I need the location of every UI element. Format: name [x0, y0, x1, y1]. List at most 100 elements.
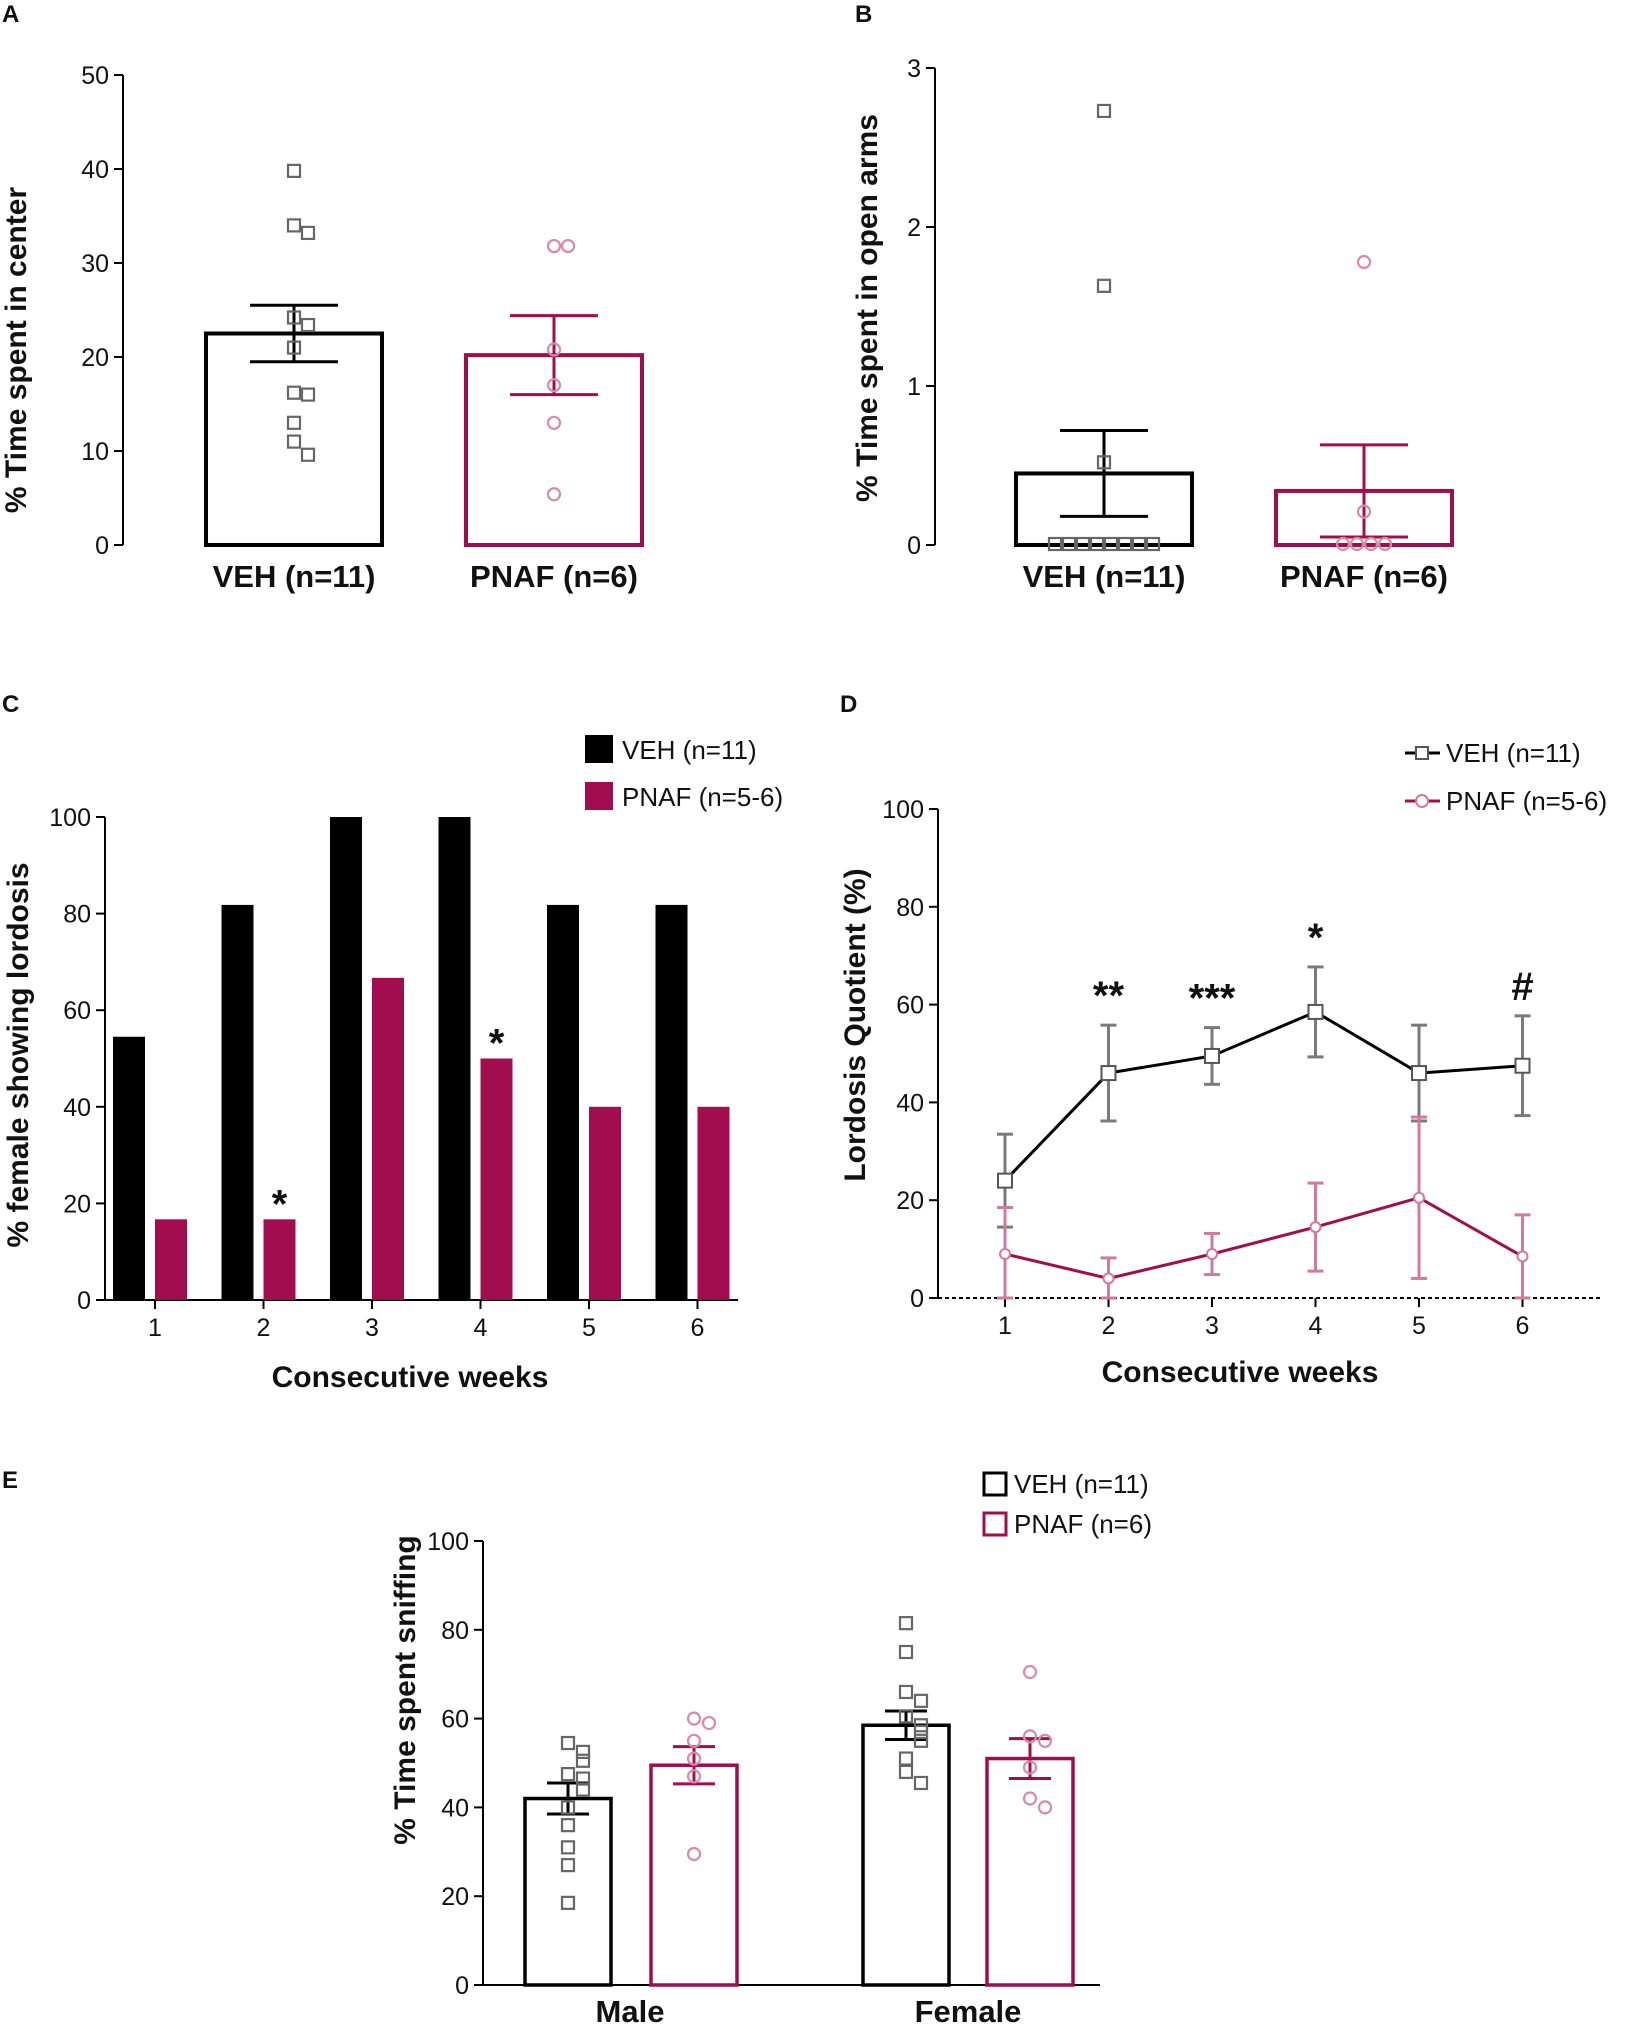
panel-d-significance: #: [1511, 965, 1533, 1009]
panel-a-category-pnaf: PNAF (n=6): [470, 559, 638, 594]
panel-b-y-tick-label: 3: [907, 55, 921, 83]
panel-c-bar-veh: [547, 904, 579, 1300]
panel-b-y-tick-label: 0: [907, 532, 921, 560]
panel-e-point-pnaf: [686, 1711, 702, 1726]
panel-e-point-veh: [898, 1684, 914, 1700]
panel-c-xlabel: Consecutive weeks: [272, 1361, 549, 1394]
panel-b-point-veh: [1131, 536, 1147, 552]
panel-d-x-tick-label: 2: [1102, 1312, 1116, 1340]
panel-e-point-veh: [560, 1840, 576, 1855]
panel-e-bar-veh: [523, 1796, 613, 1987]
panel-c-bar-pnaf: [263, 1219, 296, 1300]
panel-d-point-pnaf: [1516, 1250, 1529, 1263]
panel-c-x-tick-label: 1: [148, 1314, 162, 1342]
panel-c-bar-pnaf: [697, 1106, 730, 1300]
panel-a-category-veh: VEH (n=11): [213, 559, 376, 594]
panel-c-legend-veh: VEH (n=11): [622, 735, 757, 765]
panel-a-point-veh: [300, 447, 316, 462]
panel-d-y-tick-label: 40: [896, 1089, 924, 1117]
panel-a-ylabel: % Time spent in center: [0, 187, 33, 514]
panel-e-legend-veh-swatch: [982, 1471, 1008, 1497]
panel-e-point-pnaf: [701, 1715, 717, 1731]
panel-c-x-tick-label: 6: [691, 1314, 705, 1342]
panel-e-point-veh: [575, 1744, 591, 1760]
panel-d-legend-veh-marker: [1415, 746, 1429, 760]
panel-e-y-tick-label: 0: [455, 1972, 469, 2000]
panel-c-bar-veh: [330, 817, 362, 1300]
panel-e-category-female: Female: [915, 1994, 1022, 2024]
panel-e-point-veh: [560, 1735, 576, 1751]
panel-e-point-veh: [560, 1766, 576, 1782]
panel-b-category-veh: VEH (n=11): [1023, 559, 1186, 594]
panel-a-y-tick-label: 40: [81, 156, 109, 184]
panel-a-point-veh: [286, 434, 302, 449]
panel-a-y-tick-label: 10: [81, 438, 109, 466]
panel-d-x-tick-label: 1: [998, 1312, 1012, 1340]
panel-b-point-pnaf: [1335, 536, 1351, 552]
panel-e-point-veh: [913, 1775, 929, 1791]
panel-e-point-veh: [560, 1818, 576, 1833]
panel-d-y-tick-label: 20: [896, 1187, 924, 1215]
panel-d-point-pnaf: [1309, 1221, 1322, 1234]
panel-d-point-pnaf: [1102, 1272, 1115, 1285]
panel-e-ylabel: % Time spent sniffing: [389, 1535, 422, 1844]
panel-e-point-veh: [898, 1751, 914, 1766]
panel-d-point-pnaf: [1413, 1191, 1425, 1204]
panel-a-point-veh: [286, 415, 302, 430]
panel-c-y-tick-label: 40: [63, 1094, 91, 1122]
panel-d-legend-pnaf: PNAF (n=5-6): [1446, 786, 1607, 816]
panel-d-y-tick-label: 80: [896, 894, 924, 922]
panel-d-y-tick-label: 0: [910, 1285, 924, 1313]
panel-a-point-pnaf: [546, 342, 562, 357]
panel-a-point-pnaf: [560, 238, 576, 254]
panel-c-bar-veh: [655, 904, 688, 1300]
panel-c-legend-veh-swatch: [585, 735, 613, 763]
panel-c-ylabel: % female showing lordosis: [2, 862, 35, 1247]
panel-e-point-veh: [913, 1693, 929, 1708]
panel-e-point-veh: [898, 1616, 914, 1631]
panel-a-point-veh: [286, 163, 302, 178]
panel-c-significance: *: [489, 1022, 505, 1066]
panel-d-point-veh: [1204, 1047, 1220, 1064]
panel-e-point-veh: [898, 1709, 914, 1724]
panel-d-point-veh: [997, 1172, 1013, 1189]
panel-label-b: B: [855, 1, 872, 28]
panel-c-y-tick-label: 60: [63, 997, 91, 1025]
panel-a-point-veh: [286, 310, 302, 325]
panel-b-y-tick-label: 1: [907, 373, 921, 401]
panel-e-point-pnaf: [1022, 1791, 1038, 1806]
panel-e-point-pnaf: [1037, 1800, 1053, 1815]
panel-e-point-veh: [898, 1644, 914, 1660]
panel-a-point-pnaf: [546, 415, 562, 430]
panel-a-bar-veh: [204, 331, 384, 547]
panel-d-line-pnaf: [1004, 1196, 1524, 1280]
panel-d-x-tick-label: 3: [1205, 1312, 1219, 1340]
panel-e-y-tick-label: 80: [441, 1617, 469, 1645]
panel-d-point-veh: [1514, 1057, 1531, 1074]
panel-c-y-tick-label: 0: [77, 1287, 91, 1315]
panel-c-bar-veh: [221, 904, 254, 1300]
panel-e-point-veh: [575, 1782, 591, 1797]
panel-label-c: C: [2, 691, 19, 718]
panel-e-legend-veh: VEH (n=11): [1014, 1469, 1149, 1499]
panel-d-line-veh: [1003, 1010, 1523, 1182]
panel-d-point-pnaf: [1206, 1247, 1218, 1260]
panel-e-point-veh: [913, 1724, 929, 1740]
panel-a-point-veh: [300, 317, 316, 333]
panel-b-category-pnaf: PNAF (n=6): [1280, 559, 1448, 594]
panel-d-significance: ***: [1189, 977, 1236, 1021]
panel-c-bar-pnaf: [372, 977, 404, 1300]
panel-c-x-tick-label: 2: [257, 1314, 271, 1342]
panel-a-point-veh: [286, 218, 302, 233]
panel-e-point-pnaf: [686, 1733, 702, 1748]
panel-e-point-pnaf: [1022, 1729, 1038, 1744]
panel-a-point-veh: [300, 387, 316, 402]
panel-d-x-tick-label: 4: [1309, 1312, 1323, 1340]
panel-d-x-tick-label: 5: [1412, 1312, 1426, 1340]
panel-a-point-pnaf: [546, 378, 562, 393]
panel-b-point-pnaf: [1363, 536, 1379, 552]
panel-e-point-veh: [560, 1895, 576, 1910]
panel-e-point-pnaf: [686, 1769, 702, 1784]
panel-e-legend-pnaf-swatch: [982, 1511, 1008, 1537]
panel-b-point-veh: [1145, 536, 1161, 552]
